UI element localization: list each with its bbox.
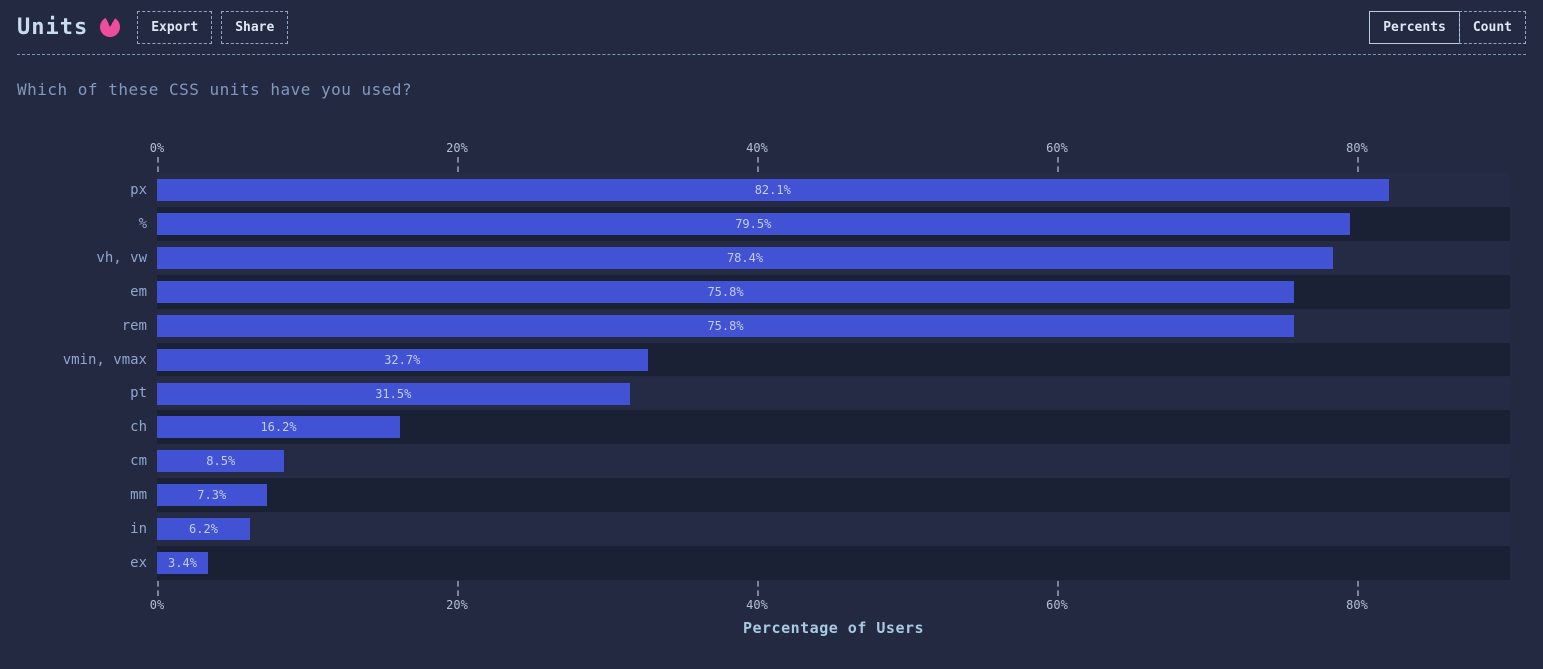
axis-tick [757, 581, 759, 596]
chart-row: em 75.8% [130, 274, 1510, 309]
axis-tick [1057, 157, 1059, 172]
bar[interactable]: 16.2% [157, 416, 400, 439]
category-label: ch [130, 419, 147, 436]
bar[interactable]: 31.5% [157, 382, 630, 405]
axis-tick [1057, 581, 1059, 596]
x-axis-title: Percentage of Users [742, 619, 925, 637]
chart-row: px 82.1% [130, 173, 1510, 207]
bar[interactable]: 8.5% [157, 450, 285, 473]
axis-tick-label: 40% [746, 141, 768, 155]
axis-tick-label: 20% [446, 141, 468, 155]
chart-row: vh, vw 78.4% [96, 240, 1510, 275]
bar[interactable]: 75.8% [157, 280, 1294, 303]
count-toggle-button[interactable]: Count [1458, 10, 1526, 44]
axis-tick [457, 581, 459, 596]
percents-toggle-button[interactable]: Percents [1369, 10, 1460, 44]
bar-value-label: 78.4% [726, 250, 764, 265]
question-text: Which of these CSS units have you used? [17, 80, 413, 99]
category-label: em [130, 283, 147, 300]
axis-tick [1357, 157, 1359, 172]
bar[interactable]: 78.4% [157, 246, 1333, 269]
axis-tick [157, 157, 159, 172]
bar-value-label: 75.8% [707, 318, 744, 333]
bar[interactable]: 3.4% [157, 552, 208, 575]
bar[interactable]: 79.5% [157, 212, 1350, 235]
category-label: in [130, 521, 147, 538]
bar[interactable]: 7.3% [157, 484, 267, 507]
category-label: rem [121, 317, 147, 334]
bar-chart-plot-area: Percentage of Users 0% 0% 20% 20% 40% 40% 60% 6… [63, 141, 1510, 637]
category-label: ex [130, 555, 147, 572]
bar-value-label: 82.1% [754, 183, 791, 197]
export-button[interactable]: Export [137, 10, 213, 44]
bar[interactable]: 75.8% [157, 314, 1294, 337]
axis-tick [457, 157, 459, 172]
chart-row: in 6.2% [130, 512, 1510, 547]
category-label: cm [130, 453, 147, 470]
axis-tick-label: 60% [1046, 598, 1068, 612]
chart-row: mm 7.3% [130, 478, 1510, 513]
units-mode-toggle: Percents Count [1369, 10, 1526, 44]
bar-value-label: 75.8% [707, 284, 744, 299]
page-title: Units [17, 14, 89, 40]
axis-tick-label: 40% [746, 598, 768, 612]
axis-tick [157, 581, 159, 596]
bar-value-label: 31.5% [375, 386, 412, 401]
bar-value-label: 16.2% [260, 420, 297, 435]
chart-row: pt 31.5% [130, 376, 1510, 411]
axis-tick-label: 0% [149, 598, 165, 612]
bar-value-label: 7.3% [197, 488, 227, 503]
chart-row: rem 75.8% [122, 308, 1510, 343]
axis-tick [757, 157, 759, 172]
share-button[interactable]: Share [221, 10, 289, 44]
category-label: pt [130, 385, 147, 402]
category-label: % [138, 215, 147, 232]
pie-chart-icon [100, 17, 121, 37]
chart-row: vmin, vmax 32.7% [63, 342, 1510, 377]
axis-tick [1357, 581, 1359, 596]
chart-row: % 79.5% [139, 206, 1510, 241]
bar-value-label: 79.5% [735, 216, 772, 231]
bar[interactable]: 82.1% [157, 179, 1389, 201]
chart-row: ex 3.4% [130, 546, 1510, 580]
chart-row: ch 16.2% [130, 410, 1510, 445]
axis-tick-label: 20% [446, 598, 468, 612]
chart-row: cm 8.5% [130, 444, 1510, 479]
bar-value-label: 8.5% [206, 454, 236, 469]
category-label: px [130, 181, 147, 198]
bar[interactable]: 32.7% [157, 348, 648, 371]
category-label: vh, vw [96, 249, 147, 266]
bar-value-label: 3.4% [168, 556, 197, 571]
axis-tick-label: 80% [1346, 598, 1368, 612]
category-label: vmin, vmax [62, 351, 147, 368]
bar-value-label: 6.2% [189, 522, 218, 537]
axis-tick-label: 0% [149, 141, 165, 155]
header: Units Export Share Percents Count [17, 0, 1526, 55]
axis-tick-label: 80% [1346, 141, 1368, 155]
bar-value-label: 32.7% [384, 352, 421, 367]
bar[interactable]: 6.2% [157, 518, 250, 541]
axis-tick-label: 60% [1046, 141, 1068, 155]
category-label: mm [130, 487, 147, 504]
